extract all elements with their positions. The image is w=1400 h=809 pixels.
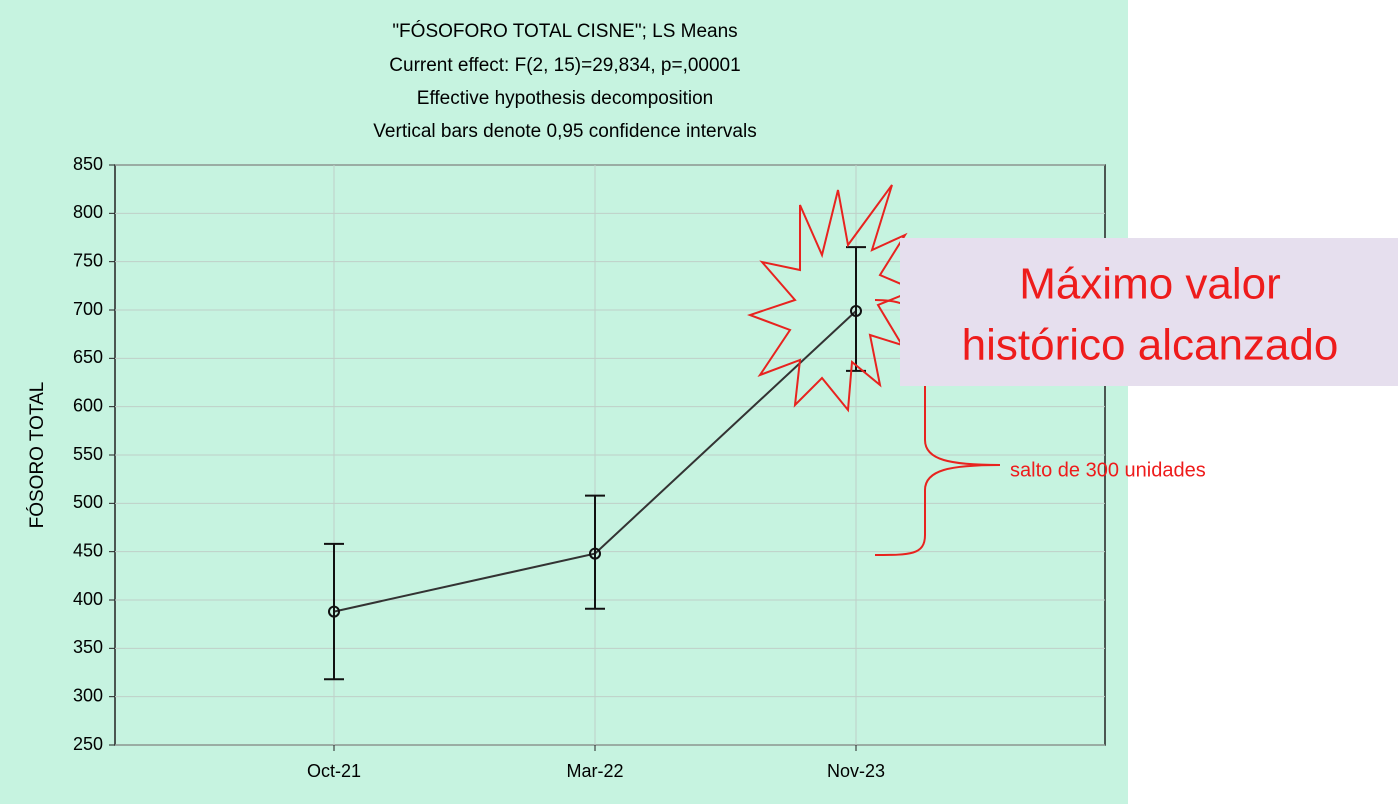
chart-subtitle: Current effect: F(2, 15)=29,834, p=,0000… — [389, 55, 740, 76]
x-tick-label: Oct-21 — [307, 761, 361, 781]
y-tick-label: 750 — [73, 250, 103, 270]
annotation: histórico alcanzado — [962, 321, 1339, 370]
x-tick-label: Nov-23 — [827, 761, 885, 781]
starburst — [747, 184, 918, 413]
error-bar — [585, 494, 605, 610]
y-tick-label: 650 — [73, 347, 103, 367]
annotation-box — [900, 238, 1398, 386]
chart-background — [0, 0, 1128, 804]
y-tick-label: 450 — [73, 540, 103, 560]
y-tick-label: 800 — [73, 202, 103, 222]
y-tick-label: 600 — [73, 395, 103, 415]
y-tick-label: 700 — [73, 299, 103, 319]
y-tick-label: 350 — [73, 637, 103, 657]
y-tick-label: 250 — [73, 734, 103, 754]
chart-subtitle: Effective hypothesis decomposition — [417, 88, 713, 109]
y-axis-label: FÓSORO TOTAL — [26, 382, 48, 529]
y-tick-label: 300 — [73, 685, 103, 705]
annotation: Máximo valor — [1019, 260, 1281, 309]
point — [850, 304, 862, 317]
y-tick-label: 400 — [73, 589, 103, 609]
annotation: salto de 300 unidades — [1010, 459, 1206, 481]
point — [328, 605, 340, 618]
chart-title: "FÓSOFORO TOTAL CISNE"; LS Means — [392, 20, 737, 42]
y-tick-label: 550 — [73, 444, 103, 464]
point — [589, 547, 601, 560]
y-tick-label: 500 — [73, 492, 103, 512]
chart-subtitle: Vertical bars denote 0,95 confidence int… — [373, 121, 756, 142]
x-tick-label: Mar-22 — [566, 761, 623, 781]
y-tick-label: 850 — [73, 154, 103, 174]
error-bar — [324, 542, 344, 681]
